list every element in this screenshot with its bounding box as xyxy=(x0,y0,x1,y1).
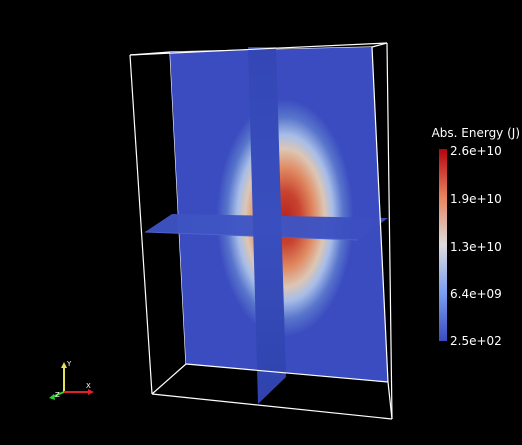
scalar-bar-tick: 1.3e+10 xyxy=(450,240,502,254)
orientation-axes[interactable]: Y X Z xyxy=(49,360,94,400)
scalar-bar-tick: 1.9e+10 xyxy=(450,192,502,206)
axis-x-arrow xyxy=(88,389,94,395)
axis-x-label: X xyxy=(86,382,91,390)
scalar-bar-tick: 6.4e+09 xyxy=(450,287,502,301)
horizontal-slice-edge xyxy=(144,231,359,241)
axis-z-label: Z xyxy=(55,391,60,399)
vertical-slice-cross xyxy=(248,47,286,404)
bounding-box-front xyxy=(129,42,393,420)
axis-z-arrow xyxy=(49,394,55,400)
scalar-bar-gradient xyxy=(439,149,447,341)
scalar-bar-tick-min: 2.5e+02 xyxy=(450,334,502,348)
axis-y-label: Y xyxy=(66,360,72,368)
axis-y-arrow xyxy=(61,362,67,368)
scalar-bar-tick-max: 2.6e+10 xyxy=(450,144,502,158)
scalar-bar-title: Abs. Energy (J) xyxy=(431,126,520,140)
